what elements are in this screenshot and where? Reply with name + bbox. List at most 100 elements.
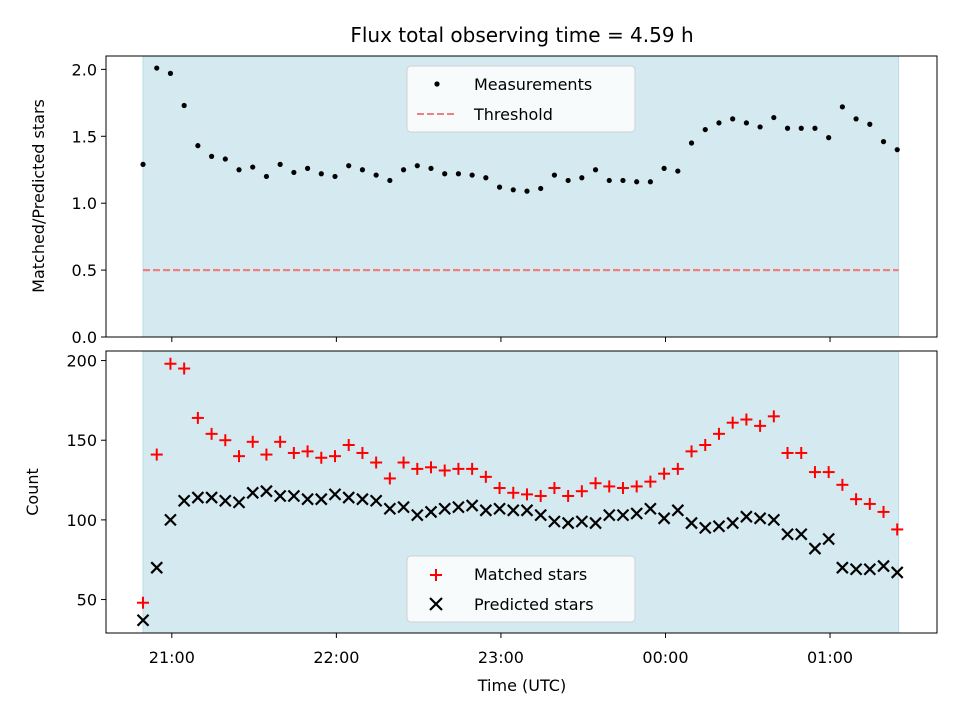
matched-star-point bbox=[562, 489, 575, 502]
measurement-point bbox=[524, 188, 530, 194]
time-x-tick-label: 00:00 bbox=[642, 648, 688, 667]
matched-star-point bbox=[548, 482, 561, 495]
matched-star-point bbox=[233, 450, 246, 463]
time-x-axis: 21:00 22:00 23:00 00:00 01:00 bbox=[149, 633, 853, 667]
predicted-star-point bbox=[767, 513, 781, 527]
measurement-point bbox=[455, 171, 462, 177]
measurement-point bbox=[839, 104, 845, 110]
count-y-tick-label: 200 bbox=[66, 352, 97, 371]
matched-star-point bbox=[726, 416, 739, 429]
predicted-star-point bbox=[342, 491, 355, 504]
predicted-star-point bbox=[260, 484, 273, 498]
predicted-star-markers bbox=[136, 484, 904, 627]
matched-star-point bbox=[836, 478, 849, 491]
predicted-star-point bbox=[808, 542, 822, 555]
matched-star-point bbox=[260, 448, 273, 461]
measurement-point bbox=[140, 161, 146, 167]
measurement-point bbox=[373, 172, 379, 178]
predicted-star-point bbox=[794, 527, 808, 541]
measurement-point bbox=[867, 121, 873, 127]
ratio-y-tick-label: 0.5 bbox=[72, 261, 97, 280]
predicted-star-point bbox=[356, 492, 369, 506]
predicted-star-point bbox=[849, 562, 863, 576]
measurement-point bbox=[551, 172, 558, 178]
predicted-star-point bbox=[644, 502, 657, 516]
matched-star-point bbox=[671, 462, 684, 475]
legend-marker-matched bbox=[430, 569, 442, 581]
measurement-point bbox=[592, 167, 599, 173]
time-x-tick-label: 01:00 bbox=[807, 648, 853, 667]
predicted-star-point bbox=[136, 613, 150, 627]
legend-label-measurements: Measurements bbox=[474, 75, 592, 94]
measurement-point bbox=[208, 153, 215, 159]
predicted-star-point bbox=[315, 492, 328, 506]
legend-marker-measurements bbox=[434, 81, 440, 87]
matched-star-point bbox=[795, 446, 808, 459]
count-panel-frame bbox=[105, 350, 938, 634]
matched-star-point bbox=[616, 482, 629, 495]
legend-label-matched: Matched stars bbox=[474, 565, 587, 584]
count-y-tick-label: 50 bbox=[77, 591, 97, 610]
matched-star-point bbox=[699, 439, 712, 451]
matched-star-point bbox=[507, 486, 520, 499]
ratio-legend: Measurements Threshold bbox=[406, 65, 636, 133]
predicted-star-point bbox=[630, 507, 643, 520]
measurement-point bbox=[812, 125, 818, 131]
matched-star-point bbox=[603, 480, 616, 493]
measurement-point bbox=[195, 143, 201, 149]
count-legend-box bbox=[406, 555, 636, 623]
predicted-star-point bbox=[411, 508, 424, 522]
measurement-point bbox=[277, 161, 283, 167]
ratio-y-tick-label: 0.0 bbox=[72, 328, 97, 347]
predicted-star-point bbox=[877, 559, 890, 573]
measurement-point bbox=[606, 177, 612, 184]
measurement-point bbox=[236, 167, 242, 173]
measurement-point bbox=[332, 173, 338, 180]
predicted-star-point bbox=[369, 494, 383, 508]
predicted-star-point bbox=[506, 504, 520, 517]
matched-star-point bbox=[205, 427, 218, 440]
matched-star-point bbox=[164, 357, 177, 370]
count-y-axis: 50 100 150 200 bbox=[66, 352, 106, 610]
measurement-point bbox=[702, 126, 708, 133]
matched-star-point bbox=[342, 439, 355, 451]
legend-label-threshold: Threshold bbox=[473, 105, 553, 124]
matched-star-point bbox=[466, 462, 479, 475]
measurement-points bbox=[140, 65, 900, 194]
predicted-star-point bbox=[781, 527, 794, 541]
predicted-star-point bbox=[534, 508, 547, 522]
matched-star-point bbox=[575, 485, 588, 498]
measurement-point bbox=[181, 102, 187, 109]
measurement-point bbox=[647, 179, 654, 185]
count-panel: 50 100 150 200 21:00 22:00 23:00 00:00 01:00 Co… bbox=[23, 350, 938, 695]
predicted-star-point bbox=[726, 516, 739, 530]
measurement-point bbox=[634, 179, 640, 185]
matched-star-point bbox=[287, 446, 300, 459]
measurement-point bbox=[675, 168, 681, 174]
measurement-point bbox=[154, 65, 160, 71]
matched-star-point bbox=[356, 446, 369, 459]
matched-star-point bbox=[658, 467, 671, 480]
predicted-star-point bbox=[301, 492, 314, 506]
predicted-star-point bbox=[246, 486, 260, 500]
predicted-star-point bbox=[657, 512, 671, 525]
matched-star-point bbox=[877, 505, 890, 518]
predicted-star-point bbox=[273, 489, 287, 503]
matched-star-point bbox=[370, 456, 383, 469]
matched-star-point bbox=[644, 475, 657, 488]
time-x-tick-label: 23:00 bbox=[478, 648, 524, 667]
predicted-star-point bbox=[232, 496, 246, 509]
matched-star-point bbox=[754, 419, 767, 432]
chart-title: Flux total observing time = 4.59 h bbox=[350, 23, 693, 47]
matched-star-point bbox=[534, 489, 547, 502]
ratio-y-tick-label: 1.0 bbox=[72, 194, 97, 213]
predicted-star-point bbox=[452, 500, 465, 514]
measurement-point bbox=[167, 70, 174, 76]
measurement-point bbox=[414, 163, 420, 169]
matched-star-point bbox=[219, 434, 232, 447]
measurement-point bbox=[880, 139, 887, 145]
matched-star-markers bbox=[137, 357, 904, 609]
predicted-star-point bbox=[520, 504, 534, 517]
time-x-axis-label: Time (UTC) bbox=[477, 676, 566, 695]
